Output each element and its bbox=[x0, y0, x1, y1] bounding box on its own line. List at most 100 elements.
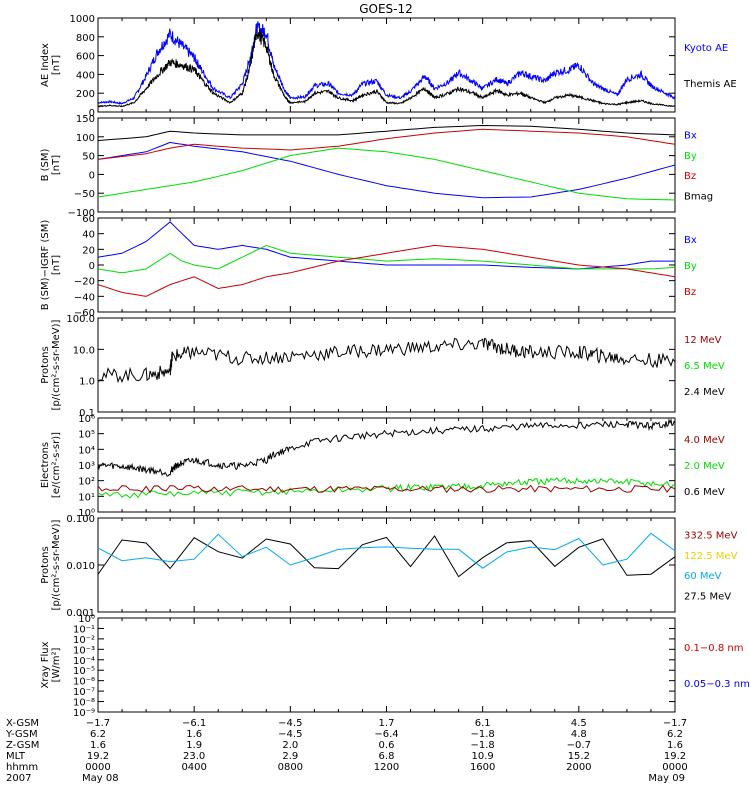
legend-entry: 0.1−0.8 nm bbox=[684, 643, 743, 654]
y-axis-label: [p/(cm²-s-sr-MeV)] bbox=[51, 319, 62, 410]
series-line bbox=[98, 29, 676, 108]
panel-frame bbox=[97, 417, 676, 513]
y-tick-label: 10⁴ bbox=[78, 445, 95, 456]
y-tick-label: 800 bbox=[76, 33, 95, 44]
y-tick-label: 10⁰ bbox=[78, 614, 95, 625]
y-axis-label: Xray Flux bbox=[40, 641, 51, 688]
legend-entry: 2.0 MeV bbox=[684, 461, 725, 472]
panel-bigrf: −60 −40 −20 0 20 40 60 B (SM)−IGRF (SM) [nT] Bx By… bbox=[40, 214, 697, 319]
legend-entry: Bx bbox=[684, 235, 697, 246]
legend-entry: 122.5 MeV bbox=[684, 551, 738, 562]
y-tick-label: −20 bbox=[74, 277, 95, 288]
legend-entry: 27.5 MeV bbox=[684, 592, 731, 603]
y-tick-label: 0.1 bbox=[79, 408, 95, 419]
y-tick-label: 10¹ bbox=[78, 492, 95, 503]
y-tick-label: 40 bbox=[82, 230, 95, 241]
x-tick-value: 0000 bbox=[662, 762, 687, 773]
y-tick-label: 10⁻⁷ bbox=[73, 687, 95, 698]
y-axis-label: Electrons bbox=[40, 442, 51, 488]
y-axis-label: [p/(cm²-s-sr-MeV)] bbox=[51, 519, 62, 610]
series-line bbox=[97, 532, 676, 569]
y-tick-label: 20 bbox=[82, 245, 95, 256]
y-tick-label: 0 bbox=[89, 170, 95, 181]
x-row-label: Z-GSM bbox=[6, 740, 39, 751]
legend-entry: 60 MeV bbox=[684, 571, 722, 582]
legend-entry: Themis AE bbox=[683, 79, 737, 90]
x-tick-value: 2000 bbox=[566, 762, 591, 773]
x-tick-value: 4.5 bbox=[571, 718, 587, 729]
x-tick-value: −1.7 bbox=[663, 718, 687, 729]
x-tick-value: −1.8 bbox=[471, 740, 495, 751]
y-tick-label: 10⁵ bbox=[78, 430, 95, 441]
y-tick-label: 100.0 bbox=[66, 314, 95, 325]
series-line bbox=[97, 244, 676, 297]
y-axis-label: B (SM)−IGRF (SM) bbox=[40, 220, 51, 311]
y-tick-label: −60 bbox=[74, 308, 95, 319]
series-line bbox=[97, 337, 676, 384]
y-tick-label: 50 bbox=[82, 152, 95, 163]
x-tick-value: May 08 bbox=[82, 773, 119, 784]
y-tick-label: 10⁻² bbox=[73, 635, 95, 646]
legend-entry: Kyoto AE bbox=[684, 43, 728, 54]
y-axis-label: AE Index bbox=[40, 43, 51, 87]
legend-entry: Bmag bbox=[684, 192, 713, 203]
series-line bbox=[97, 418, 676, 477]
legend-entry: 332.5 MeV bbox=[684, 530, 738, 541]
y-tick-label: 600 bbox=[76, 52, 95, 63]
series-line bbox=[97, 484, 676, 494]
x-tick-value: 6.2 bbox=[667, 729, 683, 740]
legend-entry: 0.05−0.3 nm bbox=[684, 679, 750, 690]
x-tick-value: 2.9 bbox=[282, 751, 298, 762]
y-tick-label: −50 bbox=[74, 189, 95, 200]
x-tick-value: 0000 bbox=[85, 762, 110, 773]
legend-entry: 6.5 MeV bbox=[684, 361, 725, 372]
y-axis-label: [nT] bbox=[51, 155, 62, 175]
panel-frame bbox=[97, 617, 676, 713]
legend-entry: Bz bbox=[684, 171, 696, 182]
y-tick-label: 100 bbox=[76, 133, 95, 144]
x-tick-value: 6.2 bbox=[90, 729, 106, 740]
series-line bbox=[97, 128, 676, 160]
x-tick-value: −4.5 bbox=[278, 718, 302, 729]
y-tick-label: 0.001 bbox=[66, 608, 95, 619]
x-tick-value: 0800 bbox=[278, 762, 303, 773]
series-line bbox=[97, 21, 676, 105]
x-tick-value: 1.6 bbox=[186, 729, 202, 740]
x-tick-value: −4.5 bbox=[278, 729, 302, 740]
y-tick-label: −100 bbox=[68, 208, 95, 219]
y-tick-label: 10⁰ bbox=[78, 508, 95, 519]
x-tick-value: 1.6 bbox=[667, 740, 683, 751]
y-tick-label: 200 bbox=[76, 89, 95, 100]
x-tick-value: −6.4 bbox=[374, 729, 398, 740]
x-tick-value: 1.9 bbox=[186, 740, 202, 751]
y-tick-label: 0.100 bbox=[66, 514, 95, 525]
x-axis-table: X-GSMY-GSMZ-GSMMLThhmm2007−1.76.21.619.2… bbox=[5, 718, 688, 784]
y-tick-label: 10⁶ bbox=[78, 414, 95, 425]
x-tick-value: May 09 bbox=[648, 773, 685, 784]
x-tick-value: 1600 bbox=[470, 762, 495, 773]
y-axis-label: [e/(cm²-s-sr)] bbox=[51, 432, 62, 498]
x-tick-value: 0.6 bbox=[379, 740, 395, 751]
panel-ae: 0 200 400 600 800 1000 AE Index [nT] Kyoto AE The… bbox=[40, 14, 737, 119]
series-line bbox=[97, 476, 676, 499]
y-tick-label: 0 bbox=[89, 261, 95, 272]
legend-entry: 4.0 MeV bbox=[684, 435, 725, 446]
x-tick-value: 0400 bbox=[181, 762, 206, 773]
legend-entry: By bbox=[684, 261, 697, 272]
y-tick-label: 10⁻⁹ bbox=[73, 708, 95, 719]
y-tick-label: 10⁻⁴ bbox=[73, 656, 95, 667]
y-axis-label: B (SM) bbox=[40, 148, 51, 181]
figure-title: GOES-12 bbox=[359, 2, 413, 16]
legend-entry: 0.6 MeV bbox=[684, 487, 725, 498]
x-row-label: hhmm bbox=[6, 762, 38, 773]
x-tick-value: −1.7 bbox=[86, 718, 110, 729]
y-tick-label: 10⁻⁶ bbox=[73, 677, 95, 688]
x-tick-value: 10.9 bbox=[472, 751, 494, 762]
x-tick-value: 23.0 bbox=[183, 751, 205, 762]
x-tick-value: 15.2 bbox=[568, 751, 590, 762]
legend-entry: Bz bbox=[684, 287, 696, 298]
y-tick-label: 10⁻³ bbox=[73, 645, 95, 656]
x-tick-value: −0.7 bbox=[567, 740, 591, 751]
